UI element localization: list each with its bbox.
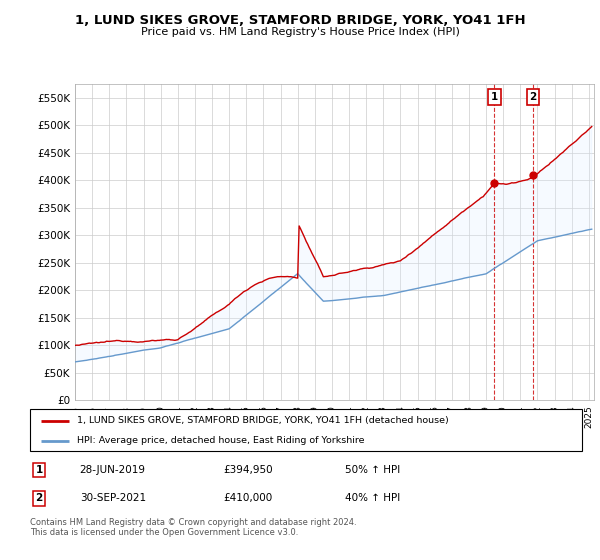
Text: 2: 2 — [530, 92, 537, 102]
Text: 40% ↑ HPI: 40% ↑ HPI — [344, 493, 400, 503]
Text: 1, LUND SIKES GROVE, STAMFORD BRIDGE, YORK, YO41 1FH: 1, LUND SIKES GROVE, STAMFORD BRIDGE, YO… — [74, 14, 526, 27]
Text: HPI: Average price, detached house, East Riding of Yorkshire: HPI: Average price, detached house, East… — [77, 436, 364, 445]
Text: 2: 2 — [35, 493, 43, 503]
Text: Price paid vs. HM Land Registry's House Price Index (HPI): Price paid vs. HM Land Registry's House … — [140, 27, 460, 37]
FancyBboxPatch shape — [30, 409, 582, 451]
Text: 1: 1 — [491, 92, 498, 102]
Text: £394,950: £394,950 — [223, 465, 273, 475]
Text: 1: 1 — [35, 465, 43, 475]
Text: 28-JUN-2019: 28-JUN-2019 — [80, 465, 146, 475]
Text: 1, LUND SIKES GROVE, STAMFORD BRIDGE, YORK, YO41 1FH (detached house): 1, LUND SIKES GROVE, STAMFORD BRIDGE, YO… — [77, 416, 449, 425]
Text: Contains HM Land Registry data © Crown copyright and database right 2024.
This d: Contains HM Land Registry data © Crown c… — [30, 518, 356, 538]
Text: £410,000: £410,000 — [223, 493, 272, 503]
Text: 50% ↑ HPI: 50% ↑ HPI — [344, 465, 400, 475]
Text: 30-SEP-2021: 30-SEP-2021 — [80, 493, 146, 503]
